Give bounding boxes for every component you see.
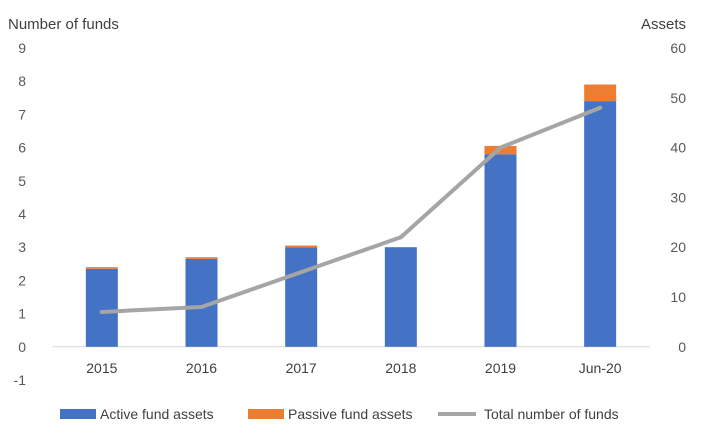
left-tick-label: 3 — [18, 239, 26, 255]
legend-label: Active fund assets — [100, 406, 214, 422]
left-tick-label: 1 — [18, 306, 26, 322]
bar-passive-fund-assets — [185, 257, 218, 259]
bar-active-fund-assets — [285, 247, 318, 347]
right-tick-label: 50 — [670, 90, 686, 106]
bar-passive-fund-assets — [285, 245, 318, 248]
right-tick-label: 20 — [670, 239, 686, 255]
line-point — [598, 105, 603, 110]
bar-active-fund-assets — [85, 268, 118, 347]
right-tick-label: 10 — [670, 289, 686, 305]
bar-active-fund-assets — [384, 247, 417, 347]
legend-label: Passive fund assets — [288, 406, 413, 422]
legend: Active fund assets Passive fund assets Tot… — [60, 406, 619, 422]
category-label: 2016 — [186, 360, 217, 376]
left-tick-label: -1 — [14, 372, 27, 388]
legend-swatch — [248, 409, 284, 419]
right-tick-label: 40 — [670, 140, 686, 156]
bar-passive-fund-assets — [85, 267, 118, 269]
line-series — [99, 105, 603, 314]
right-axis-title: Assets — [641, 16, 686, 33]
left-tick-label: 5 — [18, 173, 26, 189]
right-tick-label: 30 — [670, 189, 686, 205]
left-axis-ticks: -1 0 1 2 3 4 5 6 7 8 9 — [14, 40, 27, 388]
left-tick-label: 8 — [18, 73, 26, 89]
line-point — [99, 309, 104, 314]
right-tick-label: 60 — [670, 40, 686, 56]
right-tick-label: 0 — [678, 339, 686, 355]
line-point — [199, 304, 204, 309]
category-labels: 2015 2016 2017 2018 2019 Jun-20 — [86, 360, 622, 376]
left-tick-label: 2 — [18, 272, 26, 288]
legend-swatch — [60, 409, 96, 419]
right-axis-ticks: 0 10 20 30 40 50 60 — [670, 40, 686, 355]
legend-label: Total number of funds — [484, 406, 619, 422]
left-tick-label: 0 — [18, 339, 26, 355]
line-total-number-of-funds — [99, 105, 603, 314]
category-label: 2019 — [485, 360, 516, 376]
category-label: Jun-20 — [579, 360, 622, 376]
bar-active-fund-assets — [484, 154, 517, 347]
bars — [85, 84, 617, 347]
category-label: 2015 — [86, 360, 117, 376]
line-point — [299, 270, 304, 275]
left-tick-label: 6 — [18, 140, 26, 156]
left-axis-title: Number of funds — [8, 16, 119, 33]
left-tick-label: 4 — [18, 206, 26, 222]
category-label: 2018 — [385, 360, 416, 376]
left-tick-label: 7 — [18, 106, 26, 122]
bar-active-fund-assets — [584, 101, 617, 347]
line-point — [398, 235, 403, 240]
left-tick-label: 9 — [18, 40, 26, 56]
category-label: 2017 — [286, 360, 317, 376]
bar-passive-fund-assets — [584, 84, 617, 102]
line-point — [498, 145, 503, 150]
